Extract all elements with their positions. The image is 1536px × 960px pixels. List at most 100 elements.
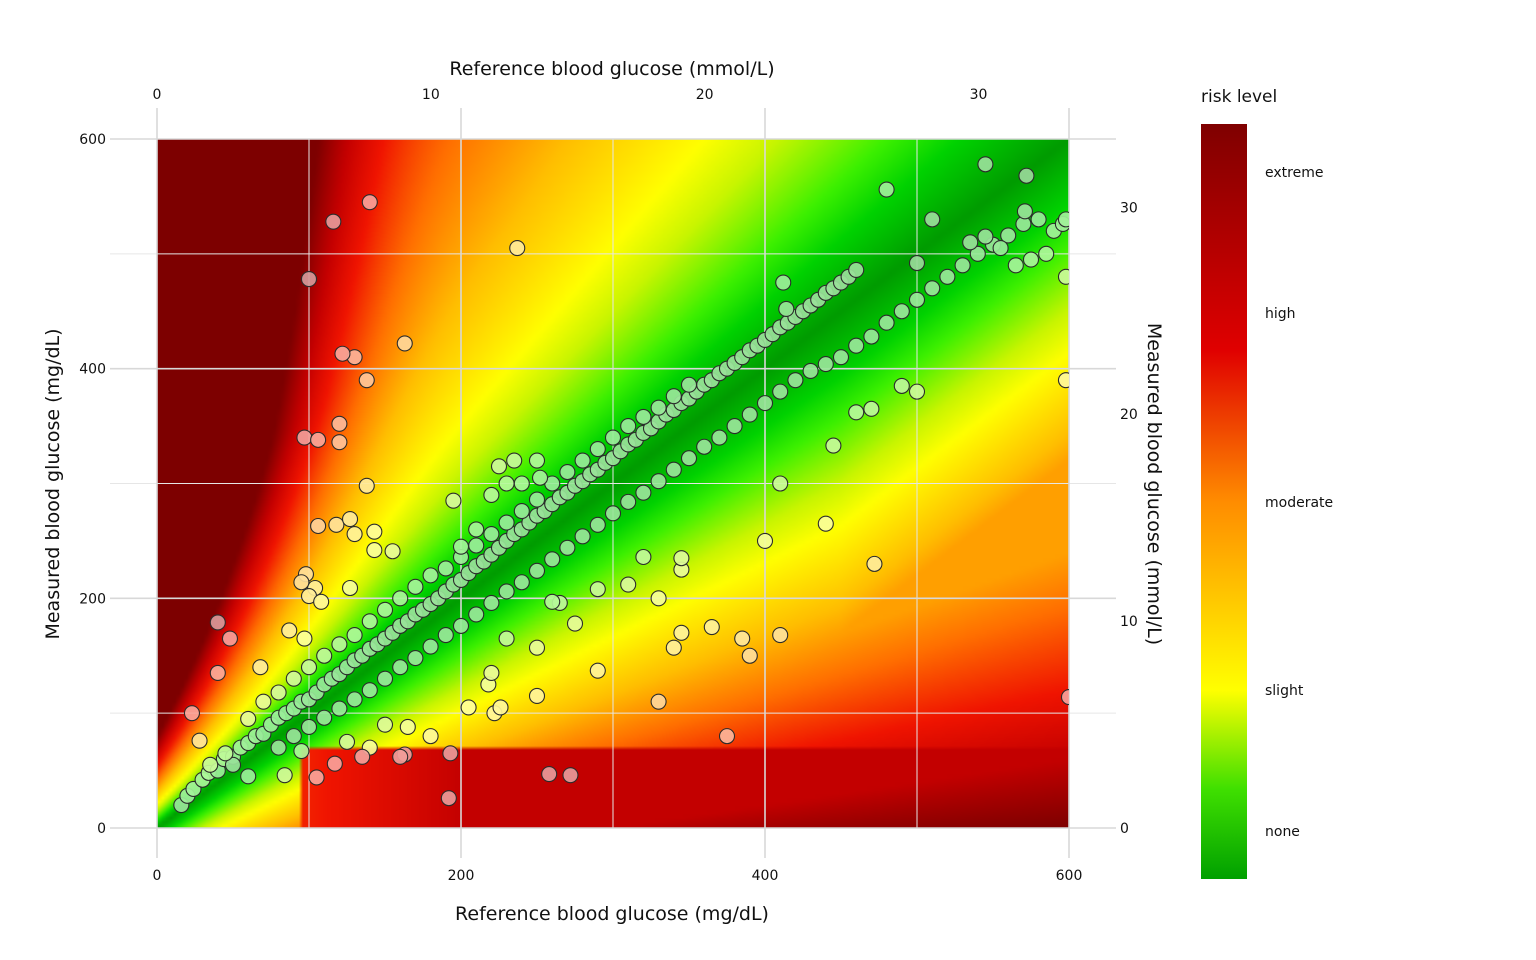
data-point xyxy=(224,756,242,773)
data-point xyxy=(376,670,394,687)
data-point xyxy=(574,452,591,469)
data-point xyxy=(346,525,363,543)
y-tick-label: 600 xyxy=(79,132,106,148)
data-point xyxy=(541,765,558,783)
x2-tick-label: 20 xyxy=(696,87,714,103)
data-point xyxy=(589,516,606,533)
data-point xyxy=(825,437,842,454)
data-point xyxy=(217,745,234,762)
data-point xyxy=(285,670,302,687)
data-point xyxy=(396,335,413,352)
data-point xyxy=(285,728,302,745)
data-point xyxy=(296,630,313,647)
data-point xyxy=(346,627,363,644)
legend-colorbar xyxy=(1201,124,1247,879)
data-point xyxy=(559,463,576,481)
data-point xyxy=(589,581,606,598)
data-point xyxy=(635,408,652,425)
x2-tick-label: 30 xyxy=(970,87,988,103)
data-point xyxy=(399,718,416,735)
data-point xyxy=(775,274,792,291)
data-point xyxy=(528,491,546,508)
data-point xyxy=(240,710,257,727)
data-point xyxy=(316,709,333,726)
data-point xyxy=(310,517,327,535)
data-point xyxy=(376,716,394,733)
data-point xyxy=(392,590,409,607)
y-tick-label: 400 xyxy=(79,362,106,378)
data-point xyxy=(1030,211,1047,228)
data-point xyxy=(528,452,546,469)
data-point xyxy=(673,624,690,641)
data-point xyxy=(635,548,652,566)
data-point xyxy=(442,745,459,762)
data-point xyxy=(787,372,804,389)
data-point xyxy=(407,649,424,667)
data-point xyxy=(276,767,293,784)
legend-label-high: high xyxy=(1265,306,1296,322)
x-axis-title-top: Reference blood glucose (mmol/L) xyxy=(449,58,774,80)
data-point xyxy=(361,682,378,699)
data-point xyxy=(604,505,622,522)
data-point xyxy=(604,429,622,446)
data-point xyxy=(924,280,941,297)
data-point xyxy=(992,240,1009,257)
data-point xyxy=(778,300,795,318)
data-point xyxy=(255,693,272,710)
data-point xyxy=(296,429,313,446)
data-point xyxy=(498,475,515,492)
data-point xyxy=(468,537,485,554)
data-point xyxy=(366,542,383,559)
data-point xyxy=(908,254,926,272)
x-tick-label: 0 xyxy=(153,868,162,884)
legend-label-moderate: moderate xyxy=(1265,495,1333,511)
data-point xyxy=(734,630,751,647)
data-point xyxy=(772,383,789,400)
data-point xyxy=(325,213,342,230)
data-point xyxy=(1018,167,1035,184)
x-tick-label: 200 xyxy=(448,868,475,884)
data-point xyxy=(574,528,591,545)
data-point xyxy=(209,614,226,631)
y-tick-label: 0 xyxy=(97,821,106,837)
data-point xyxy=(490,458,508,475)
data-point xyxy=(962,234,979,251)
data-point xyxy=(1057,211,1069,228)
data-point xyxy=(483,594,500,611)
data-point xyxy=(316,647,333,664)
data-point xyxy=(366,523,383,540)
data-point xyxy=(817,356,834,373)
data-point xyxy=(191,732,208,749)
data-point xyxy=(1000,227,1017,244)
legend-label-slight: slight xyxy=(1265,683,1304,699)
data-point xyxy=(483,486,500,504)
data-point xyxy=(252,659,269,676)
data-point xyxy=(650,693,667,710)
data-point xyxy=(328,516,345,533)
legend-title: risk level xyxy=(1201,87,1277,107)
data-point xyxy=(893,303,910,320)
data-point xyxy=(221,630,239,647)
data-point xyxy=(338,733,356,750)
data-point xyxy=(939,268,956,285)
data-point xyxy=(392,748,409,765)
data-point xyxy=(893,377,910,394)
data-point xyxy=(620,493,637,510)
data-point xyxy=(341,511,359,528)
y-axis-title-left: Measured blood glucose (mg/dL) xyxy=(42,328,64,639)
data-point xyxy=(817,515,834,532)
data-point xyxy=(650,399,667,416)
data-point xyxy=(954,257,971,274)
data-point xyxy=(483,525,500,543)
y2-tick-label: 20 xyxy=(1120,407,1138,423)
data-point xyxy=(384,543,401,560)
legend: risk level extreme high moderate slight … xyxy=(1201,87,1333,879)
data-point xyxy=(1060,689,1069,706)
data-point xyxy=(756,532,774,549)
data-point xyxy=(506,452,523,469)
data-point xyxy=(620,418,637,435)
data-point xyxy=(544,551,561,568)
data-point xyxy=(726,418,743,435)
x2-tick-label: 0 xyxy=(153,87,162,103)
